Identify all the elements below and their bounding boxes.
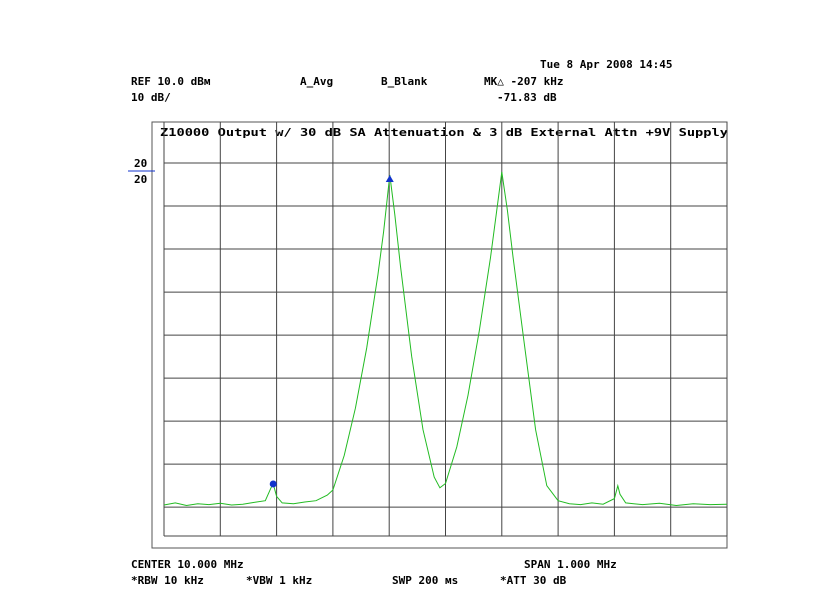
ref-level: REF 10.0 dBм bbox=[131, 75, 211, 88]
sweep: SWP 200 мs bbox=[392, 574, 458, 587]
date: Tue 8 Apr 2008 14:45 bbox=[540, 58, 672, 71]
display-line-label: 20 bbox=[134, 173, 147, 186]
scale: 10 dB/ bbox=[131, 91, 171, 104]
trace-a: A_Avg bbox=[300, 75, 333, 88]
rbw: *RBW 10 kHz bbox=[131, 574, 204, 587]
vbw: *VBW 1 kHz bbox=[246, 574, 312, 587]
attenuation: *ATT 30 dB bbox=[500, 574, 567, 587]
trace-b: B_Blank bbox=[381, 75, 428, 88]
marker-level: -71.83 dB bbox=[497, 91, 557, 104]
marker bbox=[269, 480, 277, 488]
display-line-label: 20 bbox=[134, 157, 147, 170]
center-freq: CENTER 10.000 MHz bbox=[131, 558, 244, 571]
chart-title: Z10000 Output w/ 30 dB SA Attenuation & … bbox=[160, 126, 728, 139]
trace bbox=[163, 171, 728, 507]
span: SPAN 1.000 MHz bbox=[524, 558, 617, 571]
marker bbox=[385, 175, 394, 183]
marker-delta: MK△ -207 kHz bbox=[484, 75, 563, 88]
